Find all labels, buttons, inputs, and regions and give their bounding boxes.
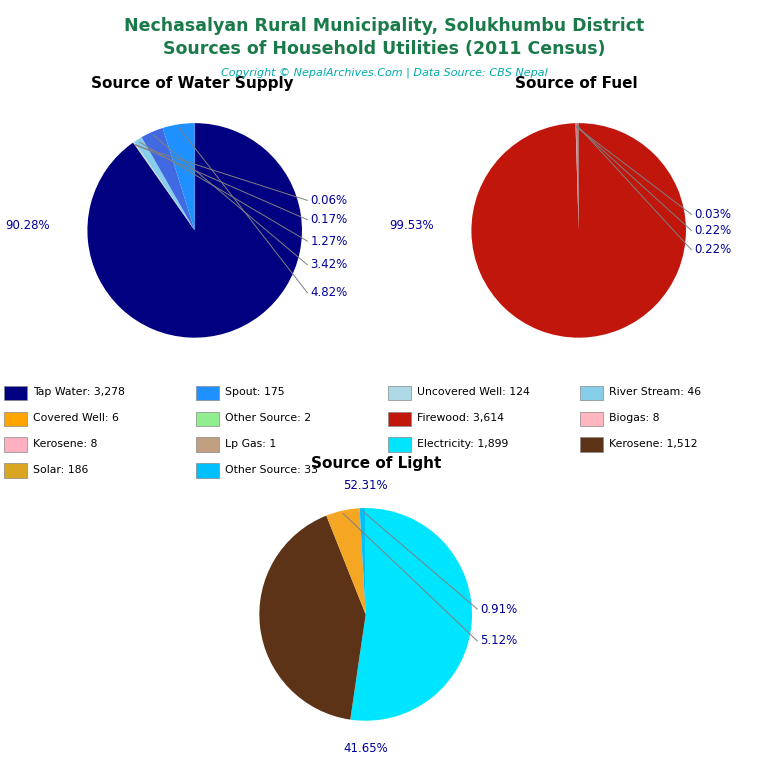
Bar — [388, 412, 411, 426]
Text: Other Source: 2: Other Source: 2 — [225, 412, 311, 423]
Bar — [196, 386, 219, 400]
Text: 90.28%: 90.28% — [5, 219, 50, 231]
Text: 52.31%: 52.31% — [343, 479, 388, 492]
Wedge shape — [133, 142, 194, 230]
Bar — [580, 438, 603, 452]
Bar — [196, 463, 219, 478]
Text: 3.42%: 3.42% — [310, 258, 348, 271]
Text: 0.17%: 0.17% — [310, 214, 348, 226]
Bar — [4, 386, 27, 400]
Wedge shape — [134, 137, 194, 230]
Wedge shape — [260, 515, 366, 720]
Wedge shape — [575, 123, 578, 230]
Text: 1.27%: 1.27% — [310, 235, 348, 247]
Text: 41.65%: 41.65% — [343, 742, 388, 755]
Bar — [580, 412, 603, 426]
Text: 0.06%: 0.06% — [310, 194, 348, 207]
Text: 99.53%: 99.53% — [389, 219, 434, 231]
Bar — [388, 386, 411, 400]
Text: Covered Well: 6: Covered Well: 6 — [33, 412, 119, 423]
Bar — [196, 438, 219, 452]
Wedge shape — [163, 123, 194, 230]
Text: Tap Water: 3,278: Tap Water: 3,278 — [33, 387, 125, 397]
Text: 0.22%: 0.22% — [694, 224, 732, 237]
Wedge shape — [326, 508, 366, 614]
Text: Sources of Household Utilities (2011 Census): Sources of Household Utilities (2011 Cen… — [163, 40, 605, 58]
Text: Spout: 175: Spout: 175 — [225, 387, 285, 397]
Text: 5.12%: 5.12% — [481, 634, 518, 647]
Text: Lp Gas: 1: Lp Gas: 1 — [225, 439, 276, 449]
Title: Source of Fuel: Source of Fuel — [515, 76, 637, 91]
Bar — [580, 386, 603, 400]
Bar — [388, 438, 411, 452]
Wedge shape — [350, 508, 472, 720]
Text: River Stream: 46: River Stream: 46 — [609, 387, 701, 397]
Text: Uncovered Well: 124: Uncovered Well: 124 — [417, 387, 530, 397]
Wedge shape — [359, 508, 366, 614]
Text: 0.03%: 0.03% — [694, 208, 732, 221]
Wedge shape — [141, 128, 194, 230]
Wedge shape — [88, 123, 302, 338]
Text: Kerosene: 8: Kerosene: 8 — [33, 439, 98, 449]
Wedge shape — [472, 123, 686, 338]
Text: 0.22%: 0.22% — [694, 243, 732, 257]
Bar — [4, 412, 27, 426]
Title: Source of Light: Source of Light — [311, 456, 442, 471]
Wedge shape — [134, 142, 194, 230]
Bar — [4, 463, 27, 478]
Text: Kerosene: 1,512: Kerosene: 1,512 — [609, 439, 697, 449]
Text: Copyright © NepalArchives.Com | Data Source: CBS Nepal: Copyright © NepalArchives.Com | Data Sou… — [220, 68, 548, 78]
Text: 4.82%: 4.82% — [310, 286, 348, 299]
Text: Electricity: 1,899: Electricity: 1,899 — [417, 439, 508, 449]
Bar — [196, 412, 219, 426]
Text: Nechasalyan Rural Municipality, Solukhumbu District: Nechasalyan Rural Municipality, Solukhum… — [124, 17, 644, 35]
Bar — [4, 438, 27, 452]
Text: 0.91%: 0.91% — [481, 603, 518, 616]
Title: Source of Water Supply: Source of Water Supply — [91, 76, 293, 91]
Text: Biogas: 8: Biogas: 8 — [609, 412, 660, 423]
Text: Firewood: 3,614: Firewood: 3,614 — [417, 412, 504, 423]
Wedge shape — [576, 123, 578, 230]
Text: Other Source: 33: Other Source: 33 — [225, 465, 318, 475]
Text: Solar: 186: Solar: 186 — [33, 465, 88, 475]
